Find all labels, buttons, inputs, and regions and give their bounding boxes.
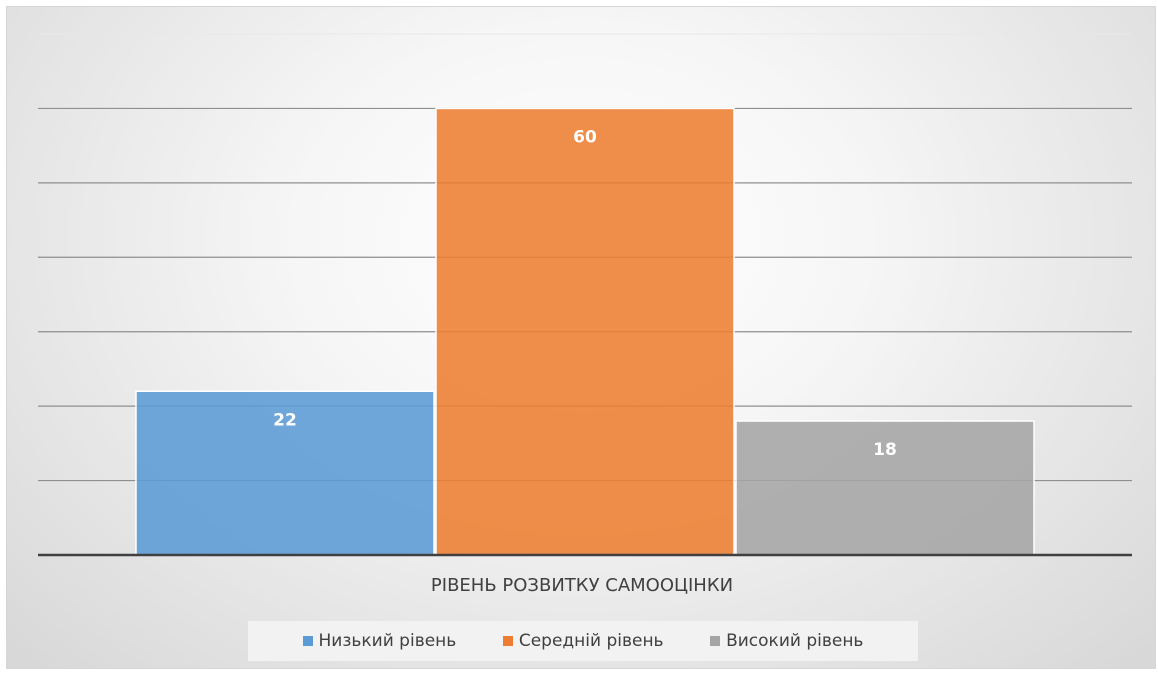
legend-label: Середній рівень: [518, 631, 664, 651]
bar-2: [435, 107, 735, 556]
chart-area: 22 60 18 РІВЕНЬ РОЗВИТКУ САМООЦІНКИ Низьки…: [6, 6, 1156, 669]
legend-swatch: [710, 636, 721, 646]
legend-item-3: Високий рівень: [710, 631, 863, 651]
legend-label: Високий рівень: [726, 631, 864, 651]
x-axis-label: РІВЕНЬ РОЗВИТКУ САМООЦІНКИ: [430, 575, 734, 596]
legend-item-1: Низький рівень: [302, 631, 457, 651]
legend-label: Низький рівень: [318, 631, 457, 651]
legend: Низький рівень Середній рівень Високий рів…: [248, 621, 918, 661]
plot-area: 22 60 18: [38, 33, 1132, 557]
data-label-2: 60: [573, 127, 597, 147]
legend-swatch: [302, 636, 313, 646]
bar-3: [735, 420, 1035, 556]
data-label-3: 18: [873, 440, 897, 460]
legend-item-2: Середній рівень: [502, 631, 664, 651]
data-label-1: 22: [273, 410, 297, 430]
legend-swatch: [502, 636, 513, 646]
